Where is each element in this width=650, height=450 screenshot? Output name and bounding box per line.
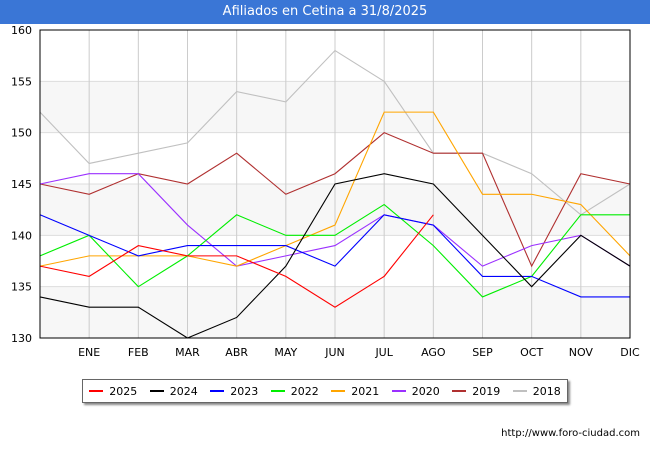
legend-item: 2019 <box>452 385 500 398</box>
legend-label: 2020 <box>411 384 440 398</box>
source-url: http://www.foro-ciudad.com <box>501 428 640 439</box>
legend-label: 2019 <box>472 384 501 398</box>
legend-swatch <box>89 390 104 392</box>
legend-label: 2022 <box>290 384 319 398</box>
x-tick-label: NOV <box>569 346 594 359</box>
y-tick-label: 150 <box>11 127 32 140</box>
x-tick-label: MAY <box>274 346 297 359</box>
legend-label: 2024 <box>169 384 198 398</box>
series-line-2025 <box>39 214 434 308</box>
x-tick-label: MAR <box>175 346 200 359</box>
x-tick-label: ABR <box>225 346 248 359</box>
legend-label: 2023 <box>230 384 259 398</box>
y-tick-label: 140 <box>11 229 32 242</box>
x-tick-label: JUN <box>324 346 345 359</box>
series-line-2020 <box>39 173 631 267</box>
chart-title: Afiliados en Cetina a 31/8/2025 <box>0 0 650 24</box>
legend-label: 2021 <box>351 384 380 398</box>
series-line-2023 <box>39 214 630 298</box>
legend-item: 2021 <box>331 385 379 398</box>
legend-label: 2018 <box>532 384 561 398</box>
legend: 2025 2024 2023 2022 2021 2020 2019 2018 <box>82 379 568 403</box>
x-tick-label: OCT <box>520 346 543 359</box>
x-tick-label: JUL <box>374 346 393 359</box>
legend-swatch <box>149 390 164 392</box>
legend-label: 2025 <box>109 384 138 398</box>
x-tick-label: ENE <box>78 346 100 359</box>
x-tick-label: SEP <box>472 346 493 359</box>
legend-item: 2020 <box>391 384 440 398</box>
x-tick-label: DIC <box>620 346 640 359</box>
x-tick-label: AGO <box>421 346 446 359</box>
y-tick-label: 155 <box>11 75 32 88</box>
y-tick-label: 160 <box>11 24 32 37</box>
y-tick-label: 145 <box>11 178 32 191</box>
plot-border <box>39 29 631 339</box>
series-line-2018 <box>39 49 631 216</box>
y-tick-label: 135 <box>11 281 32 294</box>
legend-swatch <box>331 390 346 392</box>
y-tick-label: 130 <box>11 332 32 345</box>
legend-swatch <box>512 390 527 392</box>
legend-item: 2025 <box>89 385 137 398</box>
legend-swatch <box>391 390 406 392</box>
legend-item: 2023 <box>210 385 258 398</box>
legend-swatch <box>270 390 285 392</box>
legend-swatch <box>452 390 467 392</box>
x-tick-label: FEB <box>128 346 149 359</box>
series-line-2024 <box>39 173 631 339</box>
legend-item: 2024 <box>149 384 198 398</box>
legend-item: 2022 <box>270 384 319 398</box>
legend-item: 2018 <box>512 384 561 398</box>
legend-swatch <box>210 390 225 392</box>
